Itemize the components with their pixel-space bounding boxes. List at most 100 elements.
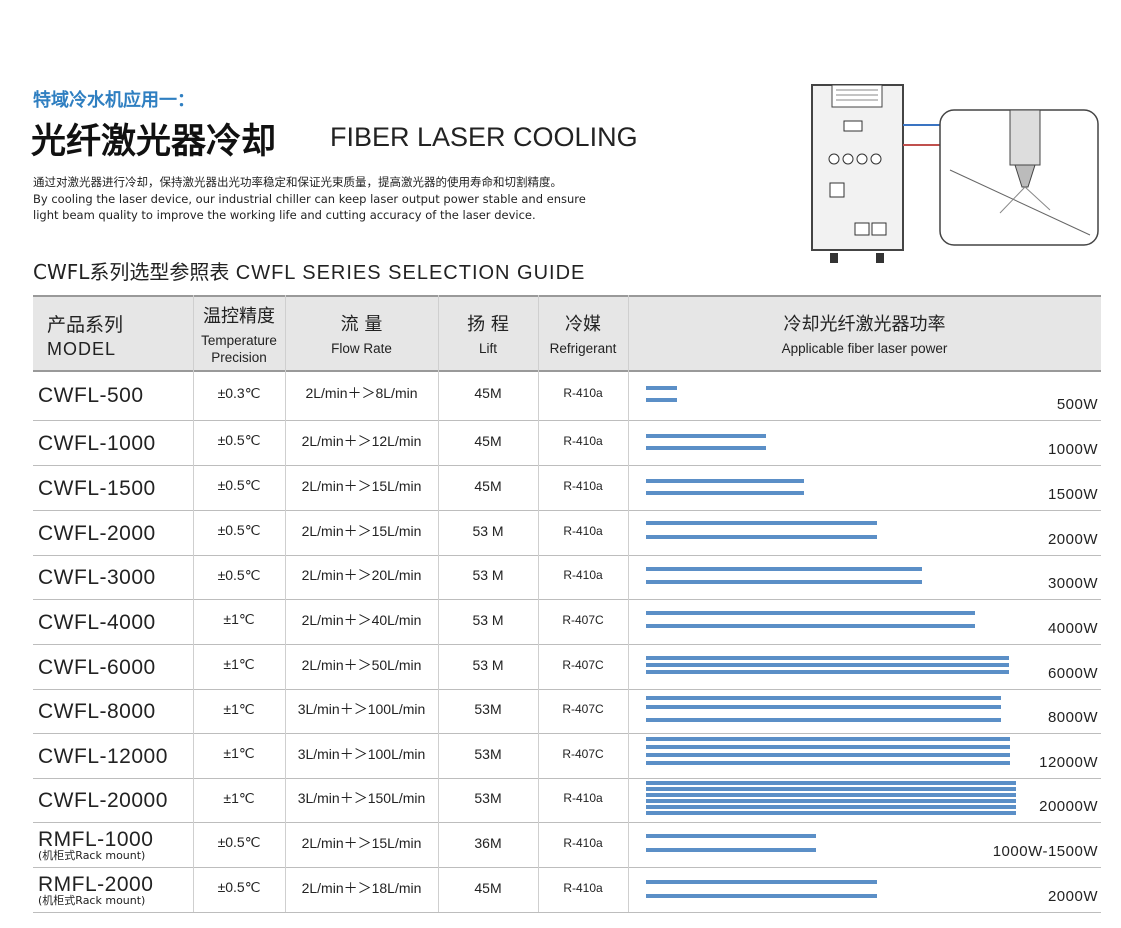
lift-cell: 53M — [474, 790, 502, 806]
power: 12000W — [1039, 754, 1098, 771]
temp-cell: ±0.5℃ — [217, 566, 261, 583]
temp-cell: ±0.5℃ — [217, 432, 261, 448]
flow-cell: 2L/min＋＞18L/min — [301, 879, 422, 896]
temp-cell: ±0.5℃ — [217, 834, 261, 850]
refrigerant-cell: R-410a — [563, 791, 603, 805]
col-line — [193, 295, 194, 912]
lift-cell: 45M — [474, 385, 502, 401]
table-title-en: CWFL SERIES SELECTION GUIDE — [235, 262, 586, 284]
temp-cell: ±0.5℃ — [217, 879, 261, 895]
row-line — [33, 733, 1101, 734]
header-cn: 冷却光纤激光器功率 — [783, 314, 946, 335]
row-line — [33, 370, 1101, 372]
header-en: Lift — [478, 341, 497, 356]
lift-cell: 45M — [474, 432, 502, 449]
desc-line: 通过对激光器进行冷却，保持激光器出光功率稳定和保证光束质量，提高激光器的使用寿命… — [33, 175, 562, 189]
lift-cell: 36M — [474, 834, 502, 851]
refrigerant-cell: R-407C — [562, 746, 604, 761]
illustration — [811, 84, 1099, 263]
power: 2000W — [1047, 888, 1098, 905]
header-en: MODEL — [47, 338, 117, 359]
model-cell: CWFL-1500 — [38, 467, 156, 510]
header-cell: 流 量 Flow Rate — [285, 297, 438, 370]
row-line — [33, 420, 1101, 421]
lift-cell: 53 M — [472, 656, 504, 673]
model-cell: CWFL-3000 — [38, 557, 156, 599]
header-cell: 产品系列 MODEL — [33, 297, 193, 370]
flow-cell: 2L/min＋＞20L/min — [301, 567, 422, 583]
header-cell: 温控精度 Temperature Precision — [193, 297, 285, 370]
model-cell: CWFL-8000 — [38, 691, 156, 733]
header-cn: 产品系列 — [47, 313, 124, 336]
temp-cell: ±1℃ — [223, 611, 255, 627]
power: 1000W — [1047, 441, 1098, 458]
header-cn: 冷媒 — [565, 314, 601, 335]
temp-cell: ±1℃ — [223, 745, 255, 761]
power: 3000W — [1047, 575, 1098, 592]
row-line — [33, 778, 1101, 779]
row-line — [33, 510, 1101, 511]
row-line — [33, 465, 1101, 466]
refrigerant-cell: R-410a — [563, 835, 603, 850]
refrigerant-cell: R-407C — [562, 612, 604, 627]
row-line — [33, 689, 1101, 690]
temp-cell: ±0.5℃ — [217, 477, 261, 493]
flow-cell: 2L/min＋＞12L/min — [301, 432, 422, 449]
col-line — [538, 295, 539, 912]
power: 20000W — [1039, 798, 1098, 815]
model-cell: CWFL-2000 — [38, 512, 156, 555]
power: 6000W — [1047, 665, 1098, 682]
model: CWFL-20000 — [38, 789, 168, 812]
table-title-cn: CWFL系列选型参照表 — [33, 260, 230, 284]
model: RMFL-1000 — [38, 828, 154, 851]
model-cell: CWFL-1000 — [38, 422, 156, 465]
header-en: Refrigerant — [549, 341, 617, 356]
col-line — [438, 295, 439, 912]
table-title: CWFL系列选型参照表 CWFL SERIES SELECTION GUIDE — [33, 256, 585, 285]
lift-cell: 45M — [474, 477, 502, 494]
header-cn: 流 量 — [340, 314, 383, 335]
lift-cell: 53 M — [472, 522, 504, 539]
refrigerant-cell: R-407C — [562, 657, 604, 672]
header-cell: 扬 程 Lift — [438, 297, 538, 370]
desc-line: light beam quality to improve the workin… — [33, 208, 536, 222]
model: CWFL-2000 — [38, 521, 156, 545]
refrigerant-cell: R-410a — [563, 880, 603, 895]
header-en: Applicable fiber laser power — [781, 341, 948, 356]
temp-cell: ±0.5℃ — [217, 522, 261, 538]
flow-cell: 2L/min＋＞8L/min — [305, 385, 418, 401]
refrigerant-cell: R-410a — [563, 478, 603, 493]
header-en: Flow Rate — [331, 341, 392, 356]
desc-line: By cooling the laser device, our industr… — [33, 191, 586, 206]
flow-cell: 2L/min＋＞15L/min — [301, 477, 422, 494]
power: 1000W-1500W — [992, 843, 1098, 860]
title-en: FIBER LASER COOLING — [330, 122, 638, 152]
flow-cell: 2L/min＋＞15L/min — [301, 834, 422, 851]
col-line — [285, 295, 286, 912]
temp-cell: ±1℃ — [223, 656, 255, 672]
power: 4000W — [1047, 620, 1098, 637]
row-line — [33, 912, 1101, 913]
model: RMFL-2000 — [38, 873, 154, 896]
lift-cell: 53M — [474, 701, 502, 717]
model: CWFL-1500 — [38, 476, 156, 500]
lift-cell: 45M — [474, 879, 502, 896]
lift-cell: 53 M — [472, 611, 504, 628]
header-bg — [33, 295, 1101, 370]
model-cell: CWFL-4000 — [38, 601, 156, 644]
row-line — [33, 822, 1101, 823]
lift-cell: 53M — [474, 745, 502, 762]
model: CWFL-6000 — [38, 655, 156, 679]
temp-cell: ±1℃ — [223, 789, 255, 806]
header-cn: 扬 程 — [467, 314, 509, 335]
model: CWFL-4000 — [38, 610, 156, 634]
model-cell: RMFL-1000 (机柜式Rack mount) — [38, 824, 153, 867]
header-cell: 冷媒 Refrigerant — [538, 297, 628, 370]
category: 特域冷水机应用一： — [33, 90, 195, 111]
flow-cell: 3L/min＋＞100L/min — [297, 745, 426, 762]
power: 8000W — [1047, 709, 1098, 726]
row-line — [33, 644, 1101, 645]
power: 1500W — [1047, 486, 1098, 503]
temp-cell: ±0.3℃ — [217, 384, 261, 401]
